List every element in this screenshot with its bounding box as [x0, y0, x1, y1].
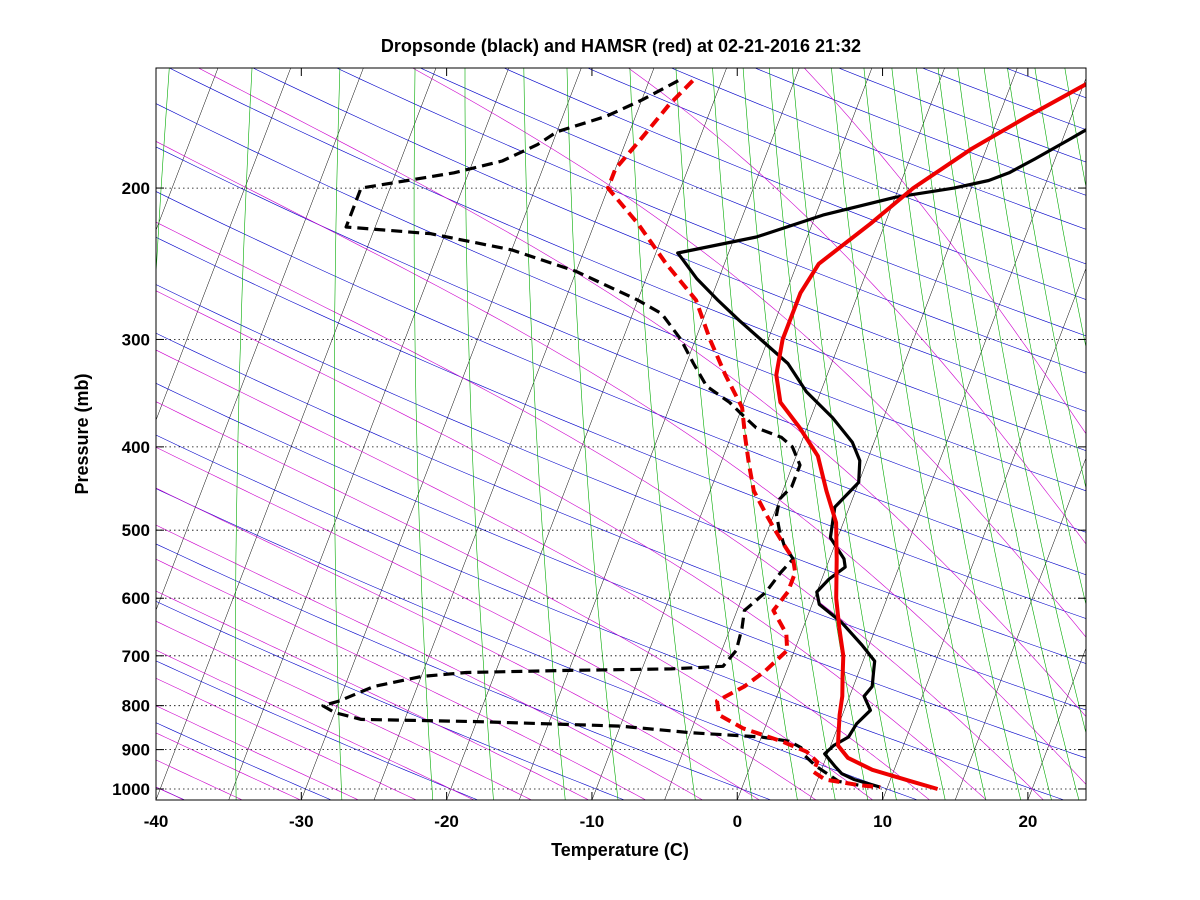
- mixing-ratio-line: [768, 68, 869, 800]
- x-tick-label: -10: [580, 812, 605, 831]
- dry-adiabat-line: [156, 382, 1086, 759]
- isotherm-line: [591, 68, 873, 800]
- mixing-ratio-line: [742, 68, 836, 800]
- axis-ticks: [155, 68, 1086, 800]
- isotherm-line: [954, 457, 1086, 800]
- isotherm-line: [882, 267, 1086, 800]
- x-tick-label: 20: [1018, 812, 1037, 831]
- mixing-ratio-line: [983, 68, 1086, 606]
- dry-adiabat-line: [156, 543, 772, 800]
- dry-adiabat-line: [336, 68, 1086, 374]
- y-tick-label: 500: [122, 521, 150, 540]
- plot-area: [156, 68, 1086, 800]
- dry-adiabat-line: [156, 488, 919, 800]
- dry-adiabat-line: [156, 434, 1065, 800]
- isotherm-line: [446, 68, 727, 800]
- isotherm-line: [156, 68, 364, 611]
- mixing-ratio-line: [334, 68, 343, 800]
- dry-adiabat-line: [156, 146, 1086, 533]
- mixing-ratio-line: [464, 68, 494, 800]
- isotherm-line: [301, 68, 582, 800]
- dry-adiabat-line: [156, 191, 1086, 576]
- series-layer: [321, 79, 1086, 791]
- moist-adiabat-line: [156, 221, 1044, 800]
- moist-adiabat-line: [803, 68, 1086, 435]
- y-tick-label: 800: [122, 697, 150, 716]
- isotherm-line: [228, 68, 509, 800]
- mixing-ratio-line: [413, 68, 434, 800]
- isotherm-line: [156, 68, 291, 421]
- moist-adiabat-line: [627, 68, 1086, 545]
- mixing-ratio-line: [629, 68, 696, 800]
- moist-adiabat-line: [156, 620, 533, 800]
- x-axis-label: Temperature (C): [551, 840, 689, 860]
- moist-adiabat-line: [156, 590, 590, 800]
- mixing-ratio-line: [831, 68, 946, 800]
- dry-adiabat-line: [156, 103, 1086, 492]
- mixing-ratio-line: [891, 68, 1022, 800]
- dropsonde-temperature-line: [676, 128, 1086, 789]
- dry-adiabat-line: [156, 236, 1086, 619]
- mixing-ratio-line: [235, 68, 253, 800]
- dry-adiabat-line: [156, 660, 479, 800]
- y-tick-label: 700: [122, 647, 150, 666]
- x-tick-label: -40: [144, 812, 169, 831]
- dry-adiabat-line: [156, 600, 626, 800]
- isotherm-line: [519, 68, 800, 800]
- moist-adiabat-line: [156, 705, 360, 800]
- dry-adiabat-line: [419, 68, 1086, 337]
- isotherm-line: [156, 68, 437, 800]
- moist-adiabat-line: [156, 524, 704, 800]
- dry-adiabat-line: [252, 68, 1086, 412]
- moist-adiabat-line: [156, 649, 475, 800]
- chart-title: Dropsonde (black) and HAMSR (red) at 02-…: [381, 36, 861, 56]
- dry-adiabat-line: [168, 68, 1086, 451]
- y-axis-label: Pressure (mb): [72, 373, 92, 494]
- moist-adiabat-line: [156, 446, 817, 800]
- mixing-ratio-line: [863, 68, 987, 800]
- y-tick-labels: 200 300 400 500 600 700 800 900 1000: [112, 179, 150, 799]
- mixing-ratio-line: [1034, 68, 1086, 349]
- moist-adiabat-line: [197, 68, 1086, 717]
- moist-adiabat-line: [156, 349, 931, 800]
- hamsr-temperature-line: [774, 81, 1086, 791]
- plot-frame: [155, 67, 1087, 801]
- x-tick-label: -20: [434, 812, 459, 831]
- x-tick-label: 0: [733, 812, 742, 831]
- x-tick-label: -30: [289, 812, 314, 831]
- dropsonde-dewpoint-line: [321, 79, 860, 787]
- moist-adiabat-line: [156, 677, 418, 800]
- dry-adiabat-line: [156, 332, 1086, 711]
- moist-adiabat-line: [156, 290, 987, 800]
- y-tick-label: 900: [122, 741, 150, 760]
- y-tick-label: 600: [122, 589, 150, 608]
- mixing-ratio-line: [915, 68, 1052, 800]
- y-tick-label: 400: [122, 438, 150, 457]
- isotherm-line: [1027, 647, 1086, 800]
- y-tick-label: 200: [122, 179, 150, 198]
- isotherm-line: [156, 68, 219, 231]
- moist-adiabat-line: [156, 487, 760, 800]
- mixing-ratio-line: [1007, 68, 1086, 490]
- hamsr-dewpoint-line: [606, 79, 881, 790]
- dry-adiabat-line: [156, 284, 1086, 664]
- dry-adiabat-line: [156, 722, 333, 800]
- grid-lines: [156, 187, 1086, 790]
- mixing-ratio-line: [675, 68, 753, 800]
- y-tick-label: 300: [122, 331, 150, 350]
- mixing-ratio-line: [957, 68, 1086, 735]
- moist-adiabat-line: [156, 558, 647, 800]
- mixing-ratio-line: [566, 68, 619, 800]
- isotherm-line: [809, 77, 1086, 800]
- moist-adiabat-line: [156, 141, 1086, 785]
- x-tick-label: 10: [873, 812, 892, 831]
- mixing-ratio-line: [523, 68, 566, 800]
- mixing-ratio-line: [937, 68, 1080, 800]
- x-tick-labels: -40 -30 -20 -10 0 10 20: [144, 812, 1038, 831]
- mixing-ratio-line: [791, 68, 897, 800]
- isotherm-line: [737, 68, 1018, 800]
- y-tick-label: 1000: [112, 780, 150, 799]
